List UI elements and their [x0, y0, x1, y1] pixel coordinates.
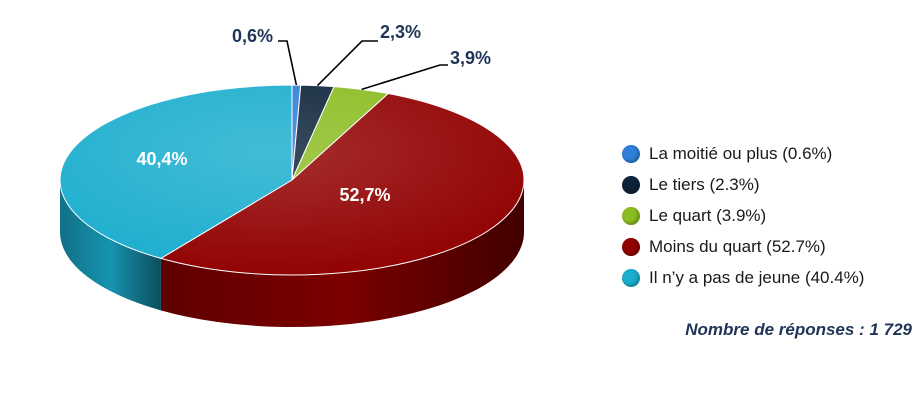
leader-lines — [278, 40, 448, 91]
data-label-0: 0,6% — [232, 26, 273, 46]
legend-label: Le tiers (2.3%) — [649, 174, 760, 194]
data-label-4: 40,4% — [136, 149, 187, 169]
legend-label: La moitié ou plus (0.6%) — [649, 143, 833, 163]
pie-chart: 0,6% 2,3% 3,9% 52,7% 40,4% — [59, 22, 525, 328]
legend-item-pas-de-jeune[interactable]: Il n’y a pas de jeune (40.4%) — [622, 262, 864, 293]
leader-line-0 — [278, 40, 298, 86]
data-label-1: 2,3% — [380, 22, 421, 42]
leader-line-2 — [361, 64, 448, 91]
response-count-note: Nombre de réponses : 1 729 — [685, 320, 912, 339]
data-labels: 0,6% 2,3% 3,9% 52,7% 40,4% — [136, 22, 491, 205]
pie-side-3 — [160, 180, 524, 328]
legend: La moitié ou plus (0.6%) Le tiers (2.3%)… — [622, 138, 864, 293]
legend-item-quart[interactable]: Le quart (3.9%) — [622, 200, 864, 231]
legend-marker — [622, 237, 640, 256]
legend-item-moins-quart[interactable]: Moins du quart (52.7%) — [622, 231, 864, 262]
leader-line-1 — [316, 40, 378, 87]
legend-item-tiers[interactable]: Le tiers (2.3%) — [622, 169, 864, 200]
legend-label: Moins du quart (52.7%) — [649, 236, 826, 256]
legend-marker — [622, 206, 640, 225]
legend-marker — [622, 175, 640, 194]
data-label-3: 52,7% — [339, 185, 390, 205]
legend-item-moitie[interactable]: La moitié ou plus (0.6%) — [622, 138, 864, 169]
pie-slices — [59, 84, 525, 276]
legend-marker — [622, 268, 640, 287]
legend-label: Il n’y a pas de jeune (40.4%) — [649, 267, 865, 287]
data-label-2: 3,9% — [450, 48, 491, 68]
legend-label: Le quart (3.9%) — [649, 205, 767, 225]
legend-marker — [622, 144, 640, 163]
